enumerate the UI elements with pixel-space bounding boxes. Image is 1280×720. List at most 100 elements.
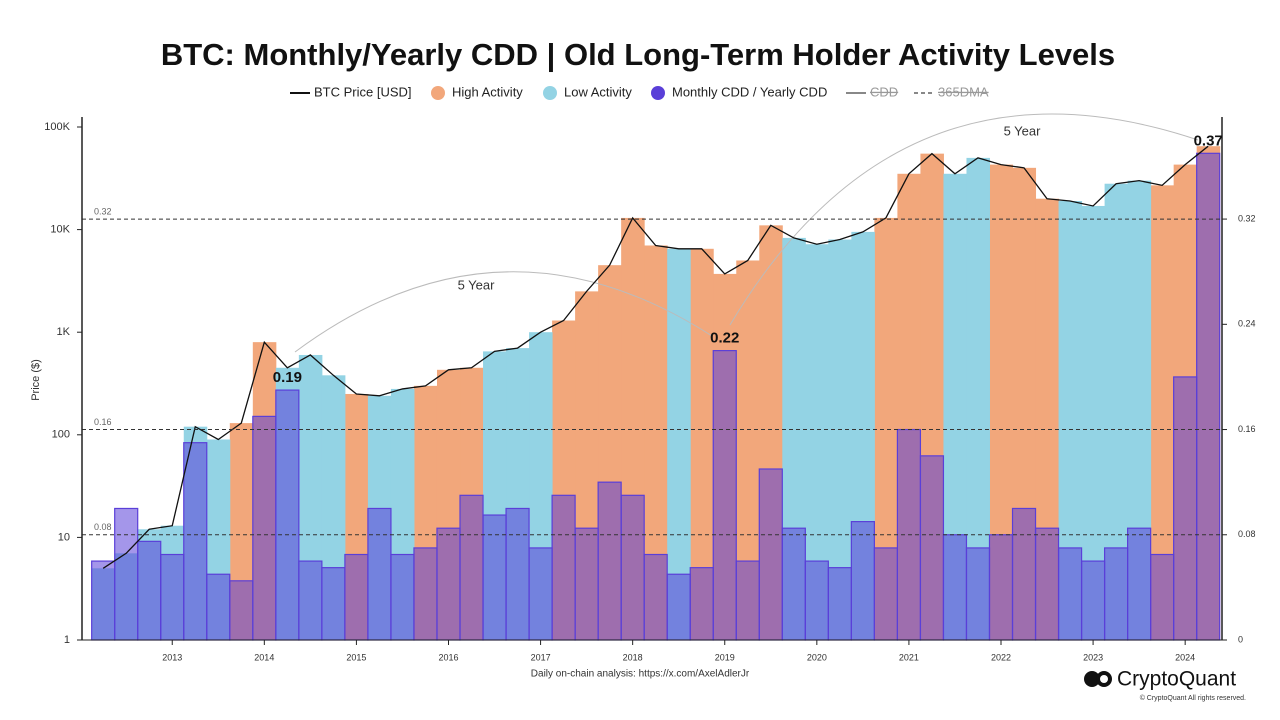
cdd-ratio-bar (482, 514, 507, 641)
legend-marker (431, 86, 445, 100)
cdd-ratio-bar (758, 468, 783, 641)
x-tick-label: 2016 (438, 652, 458, 662)
cdd-ratio-bar (1103, 547, 1129, 641)
cdd-ratio-bar (390, 553, 415, 641)
cdd-ratio-bar (689, 567, 714, 641)
activity-band (805, 244, 829, 641)
activity-band (1058, 200, 1083, 640)
cdd-ratio-bar (666, 573, 691, 641)
legend-label[interactable]: BTC Price [USD] (314, 84, 412, 99)
cdd-ratio-bar (574, 527, 599, 641)
cdd-ratio-bar (551, 494, 576, 641)
cdd-ratio-bar (804, 560, 829, 641)
cdd-ratio-bar (505, 507, 530, 641)
brand: CryptoQuant (1117, 668, 1236, 691)
cdd-ratio-bar (298, 560, 323, 641)
reference-label: 0.08 (94, 522, 112, 532)
cdd-ratio-bar (252, 415, 277, 641)
cdd-ratio-bar (114, 507, 139, 641)
cdd-ratio-bar (988, 534, 1014, 641)
cdd-ratio-bar (1196, 152, 1221, 641)
y-axis-label: Price ($) (30, 359, 42, 401)
cdd-ratio-bar (735, 560, 760, 641)
cdd-ratio-bar (1173, 376, 1198, 641)
cdd-ratio-bar (229, 580, 254, 641)
cdd-ratio-bar (275, 389, 300, 641)
activity-band (943, 173, 967, 640)
cdd-ratio-bar (873, 547, 899, 641)
reference-label: 0.32 (94, 206, 112, 216)
reference-label: 0.16 (94, 417, 112, 427)
activity-band (828, 239, 852, 640)
x-tick-label: 2013 (162, 652, 182, 662)
peak-label: 0.37 (1194, 132, 1223, 149)
legend-marker (651, 86, 665, 100)
x-tick-label: 2023 (1083, 652, 1103, 662)
cdd-ratio-bar (643, 553, 668, 641)
cdd-ratio-bar (1150, 553, 1175, 641)
activity-band (1104, 183, 1129, 640)
legend-label[interactable]: Monthly CDD / Yearly CDD (672, 84, 827, 99)
cdd-ratio-bar (367, 507, 392, 641)
y-tick-label: 1K (57, 326, 71, 338)
cdd-ratio-bar (183, 442, 208, 641)
activity-band (1150, 185, 1175, 640)
legend-label[interactable]: Low Activity (564, 84, 632, 99)
cdd-ratio-bar (1127, 527, 1152, 641)
logo (1084, 671, 1112, 687)
legend-label[interactable]: CDD (870, 84, 898, 99)
y2-tick-label: 0.08 (1238, 529, 1256, 539)
y2-tick-label: 0.16 (1238, 424, 1256, 434)
cdd-ratio-bar (528, 547, 553, 641)
cdd-ratio-bar (137, 540, 162, 641)
legend-label[interactable]: 365DMA (938, 84, 989, 99)
x-tick-label: 2022 (991, 652, 1011, 662)
cdd-ratio-bar (459, 494, 484, 641)
x-tick-label: 2019 (715, 652, 735, 662)
cdd-ratio-bar (712, 350, 737, 641)
activity-band (1081, 205, 1106, 641)
cdd-ratio-bar (160, 553, 185, 641)
peak-label: 0.22 (710, 330, 739, 347)
cdd-ratio-bar (1034, 527, 1060, 641)
y2-tick-label: 0 (1238, 634, 1243, 644)
cdd-ratio-bar (965, 547, 991, 641)
y-tick-label: 10 (58, 531, 70, 543)
cdd-ratio-bar (781, 527, 806, 641)
cdd-ratio-bar (942, 534, 968, 641)
cdd-ratio-bar (206, 573, 231, 641)
x-tick-label: 2015 (346, 652, 366, 662)
activity-band (966, 157, 990, 640)
cdd-ratio-bar (850, 521, 875, 641)
y-tick-label: 100 (52, 429, 70, 441)
annotation: 5 Year (458, 277, 496, 292)
y2-tick-label: 0.24 (1238, 319, 1256, 329)
cdd-ratio-bar (919, 455, 945, 641)
price-line (102, 145, 1209, 569)
legend-label[interactable]: High Activity (452, 84, 523, 99)
y2-tick-label: 0.32 (1238, 213, 1256, 223)
footer: Daily on-chain analysis: https://x.com/A… (531, 669, 750, 680)
peak-label: 0.19 (273, 369, 302, 386)
y-tick-label: 100K (44, 121, 70, 133)
cdd-ratio-bar (1080, 560, 1106, 641)
activity-band (667, 248, 691, 640)
legend-marker (543, 86, 557, 100)
y-tick-label: 1 (64, 634, 70, 646)
x-tick-label: 2024 (1175, 652, 1195, 662)
cdd-ratio-bar (344, 553, 369, 641)
x-tick-label: 2021 (899, 652, 919, 662)
activity-band (989, 164, 1014, 640)
copyright: © CryptoQuant All rights reserved. (1140, 694, 1246, 702)
activity-band (644, 245, 668, 641)
x-tick-label: 2014 (254, 652, 274, 662)
y-tick-label: 10K (50, 224, 70, 236)
activity-band (1127, 180, 1152, 641)
cdd-ratio-bar (597, 481, 622, 641)
cdd-ratio-bar (436, 527, 461, 641)
annotation: 5 Year (1004, 123, 1042, 138)
cdd-ratio-bar (1011, 507, 1037, 641)
x-tick-label: 2018 (623, 652, 643, 662)
cdd-ratio-bar (91, 560, 116, 641)
